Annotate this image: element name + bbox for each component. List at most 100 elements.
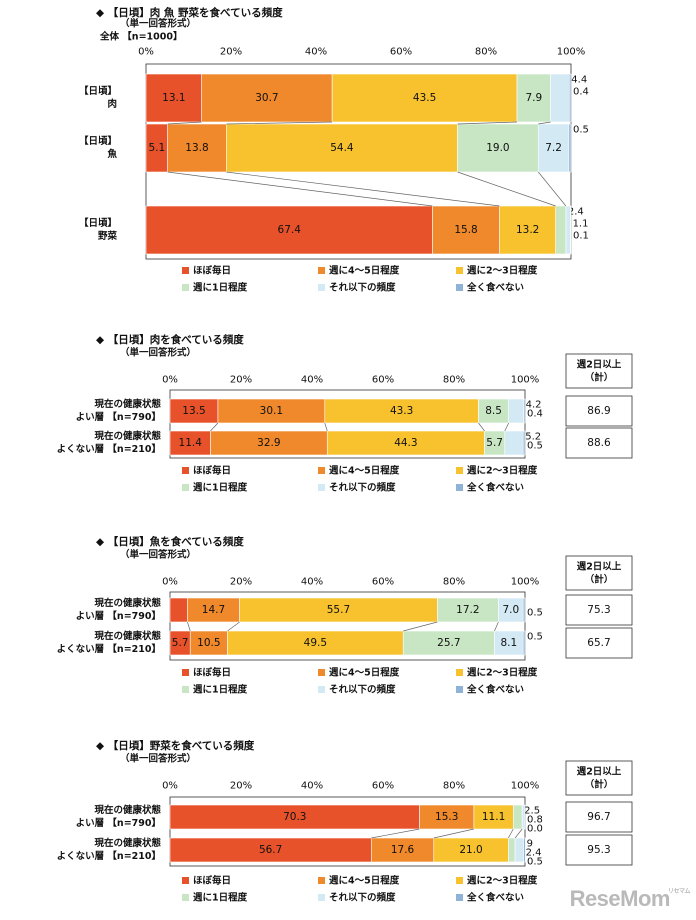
legend-swatch	[456, 669, 463, 676]
data-label: 49.5	[304, 637, 327, 649]
connector-line	[538, 172, 566, 206]
chart-base-label: 全体 【n=1000】	[99, 31, 182, 43]
legend-label: 全く食べない	[466, 892, 524, 904]
row-label: よい層 【n=790】	[76, 610, 161, 622]
connector-line	[168, 122, 202, 124]
chart-subtitle: （単一回答形式）	[120, 549, 196, 561]
legend-swatch	[182, 284, 189, 291]
data-label: 0.5	[527, 441, 543, 452]
legend-label: 週に1日程度	[193, 282, 248, 294]
connector-line	[187, 622, 190, 631]
legend-label: 週に4～5日程度	[329, 667, 400, 679]
axis-tick-label: 60%	[390, 47, 412, 58]
summary-value: 65.7	[587, 637, 610, 649]
bar-segment	[522, 805, 525, 829]
legend-label: 全く食べない	[466, 482, 524, 494]
summary-header: （計）	[585, 574, 614, 586]
axis-tick-label: 80%	[475, 47, 497, 58]
bar-segment	[508, 838, 515, 862]
data-label: 5.7	[172, 637, 189, 649]
connector-line	[434, 829, 474, 838]
legend-label: 週に1日程度	[193, 482, 248, 494]
legend-swatch	[456, 484, 463, 491]
axis-tick-label: 0%	[162, 781, 178, 792]
data-label: 15.8	[454, 224, 477, 236]
chart-title: ◆ 【日頃】肉を食べている頻度	[96, 333, 244, 346]
data-label: 13.1	[162, 92, 185, 104]
connector-line	[458, 172, 556, 206]
data-label: 0.5	[527, 632, 543, 643]
axis-tick-label: 100%	[511, 375, 540, 386]
data-label: 54.4	[330, 142, 354, 154]
legend-label: 週に1日程度	[193, 684, 248, 696]
row-label: 魚	[107, 148, 117, 160]
legend-label: 週に2～3日程度	[467, 265, 538, 277]
connector-line	[458, 122, 518, 124]
legend-label: 全く食べない	[466, 684, 524, 696]
bar-segment	[524, 838, 526, 862]
chart-subtitle: （単一回答形式）	[120, 347, 196, 359]
bar-segment	[523, 631, 525, 655]
axis-tick-label: 40%	[301, 781, 323, 792]
connector-line	[325, 423, 327, 431]
data-label: 25.7	[437, 637, 460, 649]
bar-segment	[523, 598, 525, 622]
legend-swatch	[318, 484, 325, 491]
legend-swatch	[182, 267, 189, 274]
legend-swatch	[318, 877, 325, 884]
legend-swatch	[318, 284, 325, 291]
data-label: 7.0	[502, 604, 519, 616]
legend-swatch	[456, 267, 463, 274]
legend-label: ほぼ毎日	[193, 265, 231, 277]
row-label: 現在の健康状態	[94, 597, 161, 609]
legend-label: それ以下の頻度	[329, 282, 396, 294]
row-label: よくない層 【n=210】	[57, 443, 161, 455]
data-label: 11.4	[179, 437, 203, 449]
data-label: 4.4	[571, 75, 587, 86]
data-label: 17.6	[391, 844, 415, 856]
data-label: 8.5	[485, 405, 502, 417]
axis-tick-label: 60%	[372, 577, 394, 588]
data-label: 5.1	[148, 142, 165, 154]
axis-tick-label: 100%	[511, 781, 540, 792]
data-label: 7.2	[545, 142, 562, 154]
chart-subtitle: （単一回答形式）	[120, 753, 196, 765]
legend-label: 週に1日程度	[193, 892, 248, 904]
legend-swatch	[456, 894, 463, 901]
bar-segment	[566, 206, 571, 254]
axis-tick-label: 40%	[301, 375, 323, 386]
bar-segment	[515, 838, 524, 862]
data-label: 0.1	[573, 231, 589, 242]
summary-header: 週2日以上	[577, 561, 622, 573]
connector-line	[228, 622, 240, 631]
axis-tick-label: 100%	[557, 47, 586, 58]
summary-header: 週2日以上	[577, 359, 622, 371]
row-label: 野菜	[98, 230, 118, 242]
data-label: 5.7	[486, 437, 503, 449]
chart-title: ◆ 【日頃】魚を食べている頻度	[96, 535, 244, 548]
connector-line	[505, 423, 509, 431]
bar-segment	[524, 399, 525, 423]
data-label: 43.5	[413, 92, 436, 104]
connector-line	[508, 829, 513, 838]
data-label: 21.0	[459, 844, 482, 856]
legend-label: ほぼ毎日	[193, 465, 231, 477]
legend-label: ほぼ毎日	[193, 667, 231, 679]
data-label: 70.3	[283, 811, 306, 823]
legend-swatch	[456, 284, 463, 291]
summary-value: 88.6	[587, 437, 611, 449]
bar-segment	[569, 74, 571, 122]
summary-header: （計）	[585, 372, 614, 384]
data-label: 0.5	[527, 857, 543, 868]
legend-swatch	[318, 467, 325, 474]
row-label: よくない層 【n=210】	[57, 850, 161, 862]
chart-subtitle: （単一回答形式）	[120, 18, 196, 30]
watermark-logo: ReseMomリセマム	[570, 886, 690, 912]
connector-line	[403, 622, 437, 631]
row-label: 肉	[107, 98, 117, 110]
connector-line	[494, 622, 498, 631]
legend-swatch	[456, 467, 463, 474]
bar-segment	[569, 124, 571, 172]
data-label: 13.2	[516, 224, 539, 236]
row-label: 現在の健康状態	[94, 398, 161, 410]
